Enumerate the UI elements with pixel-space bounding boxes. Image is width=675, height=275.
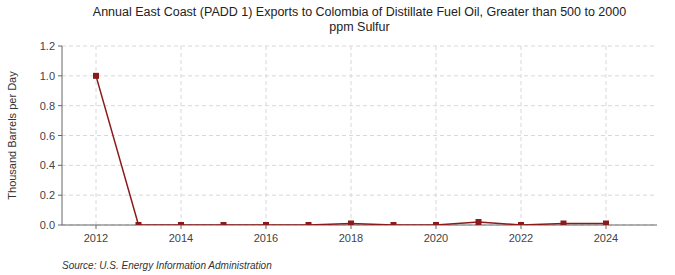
marker xyxy=(178,222,184,225)
marker xyxy=(433,222,439,225)
marker xyxy=(348,221,354,225)
y-tick xyxy=(58,75,62,76)
x-tick xyxy=(521,225,522,229)
marker xyxy=(603,221,609,225)
line xyxy=(96,76,606,225)
y-tick-label: 0.6 xyxy=(40,130,55,142)
y-tick-label: 1.0 xyxy=(40,70,55,82)
x-grid-line xyxy=(606,46,607,225)
x-tick xyxy=(266,225,267,229)
y-tick-label: 0.4 xyxy=(40,159,55,171)
x-tick-label: 2016 xyxy=(254,232,278,244)
y-tick-label: 0.8 xyxy=(40,100,55,112)
marker xyxy=(476,219,482,225)
marker xyxy=(518,222,524,225)
chart: Annual East Coast (PADD 1) Exports to Co… xyxy=(0,0,675,275)
y-grid-line xyxy=(62,165,657,166)
chart-container: Annual East Coast (PADD 1) Exports to Co… xyxy=(0,0,675,275)
y-grid-line xyxy=(62,46,657,47)
marker xyxy=(391,222,397,225)
marker xyxy=(93,73,99,79)
y-tick xyxy=(58,46,62,47)
data-group xyxy=(93,73,609,225)
x-tick xyxy=(606,225,607,229)
y-tick-label: 0.2 xyxy=(40,189,55,201)
x-tick xyxy=(351,225,352,229)
grid xyxy=(62,46,657,225)
marker xyxy=(306,222,312,225)
title: Annual East Coast (PADD 1) Exports to Co… xyxy=(93,5,626,34)
x-tick xyxy=(96,225,97,229)
x-grid-line xyxy=(436,46,437,225)
title-line: Annual East Coast (PADD 1) Exports to Co… xyxy=(93,5,626,19)
x-grid-line xyxy=(181,46,182,225)
x-tick-label: 2022 xyxy=(509,232,533,244)
y-tick xyxy=(58,225,62,226)
y-tick xyxy=(58,195,62,196)
x-grid-line xyxy=(351,46,352,225)
y-tick-label: 0.0 xyxy=(40,219,55,231)
marker xyxy=(561,221,567,225)
y-tick xyxy=(58,105,62,106)
x-tick-label: 2014 xyxy=(169,232,193,244)
x-tick-label: 2018 xyxy=(339,232,363,244)
x-grid-line xyxy=(521,46,522,225)
y-tick xyxy=(58,135,62,136)
title-line: ppm Sulfur xyxy=(329,20,389,34)
x-tick-label: 2012 xyxy=(84,232,108,244)
y-grid-line xyxy=(62,105,657,106)
y-grid-line xyxy=(62,195,657,196)
y-grid-line xyxy=(62,135,657,136)
annotation: Source: U.S. Energy Information Administ… xyxy=(62,260,272,271)
y-axis-line xyxy=(62,46,63,225)
marker xyxy=(263,222,269,225)
x-tick-label: 2024 xyxy=(594,232,618,244)
y-grid-line xyxy=(62,75,657,76)
x-tick-label: 2020 xyxy=(424,232,448,244)
marker xyxy=(221,222,227,225)
x-grid-line xyxy=(266,46,267,225)
y-tick xyxy=(58,165,62,166)
y-tick-label: 1.2 xyxy=(40,40,55,52)
x-tick xyxy=(436,225,437,229)
marker xyxy=(136,222,142,225)
x-tick xyxy=(181,225,182,229)
y-axis-label: Thousand Barrels per Day xyxy=(6,71,18,200)
